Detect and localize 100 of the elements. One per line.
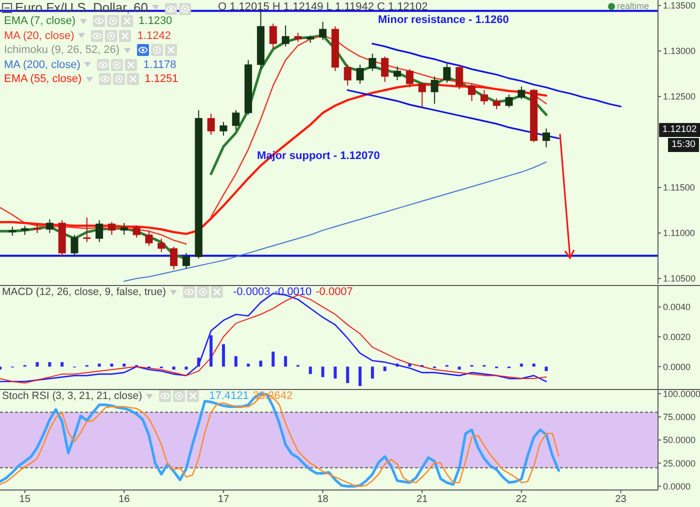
candlestick <box>468 83 476 102</box>
candlestick <box>418 81 426 108</box>
bar <box>334 366 337 379</box>
bar <box>234 356 238 367</box>
x-tick-label: 17 <box>218 494 230 506</box>
candlestick <box>492 98 500 110</box>
candlestick <box>443 63 451 84</box>
candlestick <box>294 32 302 42</box>
bar <box>520 364 523 367</box>
bar <box>172 366 176 370</box>
line-series <box>346 89 560 140</box>
candlestick <box>282 24 290 47</box>
annotation: 1.1178 <box>143 58 176 71</box>
bar <box>370 366 374 379</box>
bar <box>284 356 288 367</box>
candlestick <box>269 23 277 49</box>
bar <box>321 366 324 378</box>
annotation: -0.0007 <box>316 286 353 298</box>
text: 15:30 <box>668 138 699 152</box>
line-series <box>372 42 622 108</box>
x-tick-label: 18 <box>317 494 329 506</box>
candlestick <box>21 225 29 236</box>
candlestick <box>220 121 228 136</box>
candlestick <box>542 128 550 148</box>
y-tick-label: 25.0000 <box>663 458 696 468</box>
candlestick <box>120 222 128 236</box>
text: MA (200, close) <box>4 58 80 71</box>
annotation: O 1.12015 H 1.12149 L 1.11942 C 1.12102 <box>218 1 428 13</box>
candlestick <box>344 64 352 86</box>
x-tick-label: 16 <box>118 494 130 506</box>
candlestick <box>96 220 104 243</box>
bar <box>544 366 548 372</box>
y-tick-label: 1.10500 <box>663 274 696 284</box>
line-series <box>124 162 547 282</box>
annotation: Ichimoku (9, 26, 52, 26) <box>4 44 120 56</box>
bar <box>98 364 101 367</box>
y-tick-label: 75.0000 <box>663 412 696 422</box>
annotation: Minor resistance - 1.1260 <box>378 14 509 26</box>
bar <box>36 362 39 367</box>
bar <box>458 366 461 370</box>
candlestick <box>83 217 91 243</box>
candlestick <box>207 113 215 136</box>
bar <box>222 344 225 367</box>
candlestick <box>505 94 513 108</box>
y-tick-label: 1.13000 <box>663 46 696 56</box>
bar <box>358 366 362 386</box>
x-tick-label: 15 <box>19 494 31 506</box>
candlestick <box>182 252 190 270</box>
bar <box>346 366 350 384</box>
candlestick <box>70 234 78 256</box>
y-tick-label: 1.12500 <box>663 92 696 102</box>
candlestick <box>132 225 140 238</box>
y-tick-label: 100.0000 <box>663 388 700 399</box>
candlestick <box>406 68 414 88</box>
bar <box>308 366 312 374</box>
candlestick <box>108 222 116 236</box>
bar <box>383 366 386 372</box>
text: EMA (7, close) <box>4 15 76 28</box>
annotation: 1.1230 <box>138 15 172 28</box>
text: 1.12102 <box>659 123 700 137</box>
bar <box>197 358 200 367</box>
bar <box>122 364 126 367</box>
candlestick <box>394 66 402 81</box>
y-tick-label: 50.0000 <box>663 435 696 446</box>
candlestick <box>145 230 153 246</box>
x-tick-label: 22 <box>516 494 528 506</box>
bar <box>110 364 114 367</box>
x-tick-label: 21 <box>416 494 428 506</box>
candlestick <box>33 222 41 234</box>
candlestick <box>46 218 54 234</box>
candlestick <box>232 110 240 131</box>
candlestick <box>368 53 376 72</box>
bar <box>60 362 64 367</box>
candlestick <box>430 76 438 104</box>
bar <box>396 364 399 367</box>
annotation: -0.0003 <box>232 286 270 298</box>
candlestick <box>381 56 389 82</box>
candlestick <box>170 246 178 270</box>
candlestick <box>518 86 526 100</box>
text: MA (20, close) <box>4 30 74 42</box>
bar <box>48 362 52 367</box>
bar <box>532 364 536 367</box>
text: EMA (55, close) <box>4 73 82 86</box>
candlestick <box>480 90 488 106</box>
candlestick <box>158 238 166 253</box>
annotation: 17.4121 <box>209 390 249 402</box>
bar <box>272 352 275 367</box>
bar <box>408 364 412 367</box>
bar <box>210 335 213 367</box>
x-tick-label: 23 <box>615 494 627 506</box>
candlestick <box>356 64 364 84</box>
candlestick <box>8 226 16 236</box>
candlestick <box>456 64 464 90</box>
y-tick-label: 0.0000 <box>663 362 691 372</box>
bar <box>184 366 188 370</box>
y-tick-label: 0.0020 <box>663 332 691 342</box>
y-tick-label: 0.0040 <box>663 302 691 312</box>
bar <box>259 360 262 367</box>
chart-title: MACD (12, 26, close, 9, false, true) <box>2 286 166 298</box>
bar <box>246 364 250 367</box>
